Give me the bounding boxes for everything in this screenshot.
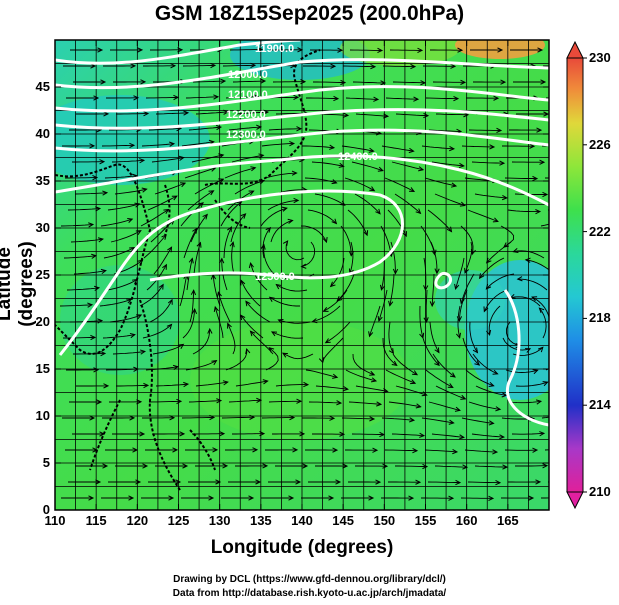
chart-title: GSM 18Z15Sep2025 (200.0hPa): [154, 2, 465, 25]
y-tick-label: 15: [35, 361, 50, 376]
colorbar-tick-label: 214: [589, 397, 611, 413]
colorbar-min-arrow: [566, 491, 584, 510]
colorbar-tick-label: 222: [589, 223, 611, 239]
y-tick-label: 25: [35, 267, 50, 282]
contour-label: 12200.0: [226, 109, 266, 121]
height-contours: [55, 40, 549, 427]
contour-label: 12500.0: [255, 271, 295, 283]
x-tick-label: 130: [208, 513, 231, 528]
contour-label: 11900.0: [255, 43, 294, 55]
y-tick-label: 30: [35, 220, 50, 235]
x-tick-label: 125: [167, 513, 190, 528]
contour-label: 12300.0: [226, 129, 266, 141]
colorbar-tick-label: 218: [589, 310, 611, 326]
y-tick-label: 10: [35, 408, 50, 423]
x-tick-label: 135: [249, 513, 272, 528]
x-axis-label: Longitude (degrees): [210, 537, 394, 558]
contour-label: 12100.0: [228, 89, 268, 101]
colorbar-tick-label: 210: [589, 484, 611, 499]
temperature-field: [55, 40, 549, 510]
contour-label: 12000.0: [228, 69, 268, 81]
x-tick-label: 120: [126, 513, 149, 528]
x-tick-label: 110: [44, 513, 66, 528]
colorbar: [566, 40, 587, 510]
contour-label: 12400.0: [338, 151, 378, 163]
x-tick-label: 115: [85, 513, 107, 528]
y-tick-label: 40: [35, 126, 50, 141]
y-tick-label: 0: [42, 502, 50, 517]
credit-drawing: Drawing by DCL (https://www.gfd-dennou.o…: [173, 574, 446, 585]
y-tick-label: 20: [35, 314, 50, 329]
colorbar-max-arrow: [566, 40, 584, 59]
y-tick-label: 5: [42, 455, 50, 470]
y-tick-label: 45: [35, 79, 50, 94]
x-tick-label: 160: [455, 513, 478, 528]
y-tick-label: 35: [35, 173, 50, 188]
x-tick-label: 155: [414, 513, 437, 528]
x-tick-label: 150: [373, 513, 396, 528]
x-tick-label: 140: [291, 513, 313, 528]
contour-labels: 11900.0 12000.0 12100.0 12200.0 12300.0 12400…: [226, 43, 378, 283]
y-axis-label: Latitude (degrees): [0, 241, 37, 327]
credit-data: Data from http://database.rish.kyoto-u.a…: [172, 588, 447, 599]
x-tick-label: 145: [332, 513, 354, 528]
x-tick-label: 165: [496, 513, 519, 528]
colorbar-tick-label: 226: [589, 136, 611, 152]
coastlines: [55, 49, 321, 491]
colorbar-tick-label: 230: [589, 50, 611, 65]
